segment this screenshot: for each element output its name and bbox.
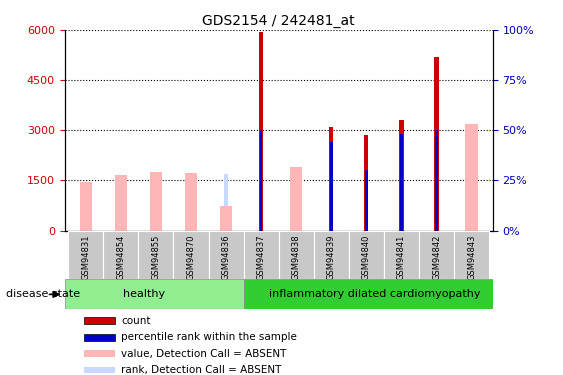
Text: GSM94831: GSM94831 bbox=[81, 234, 90, 280]
Bar bbox=[279, 231, 314, 279]
Bar bbox=[115, 176, 127, 231]
Bar bbox=[314, 231, 349, 279]
Bar bbox=[84, 334, 115, 340]
Bar bbox=[84, 318, 115, 324]
Bar bbox=[259, 32, 263, 231]
Bar bbox=[84, 367, 115, 374]
Text: value, Detection Call = ABSENT: value, Detection Call = ABSENT bbox=[121, 349, 287, 358]
Text: rank, Detection Call = ABSENT: rank, Detection Call = ABSENT bbox=[121, 365, 282, 375]
Text: GSM94843: GSM94843 bbox=[467, 234, 476, 280]
Bar bbox=[68, 231, 104, 279]
Title: GDS2154 / 242481_at: GDS2154 / 242481_at bbox=[202, 13, 355, 28]
Bar bbox=[294, 174, 298, 231]
Text: disease state: disease state bbox=[6, 290, 80, 299]
Bar bbox=[349, 231, 384, 279]
Bar bbox=[65, 279, 244, 309]
Bar bbox=[419, 231, 454, 279]
Bar bbox=[150, 172, 162, 231]
Text: GSM94854: GSM94854 bbox=[117, 234, 126, 280]
Bar bbox=[329, 127, 333, 231]
Bar bbox=[400, 134, 403, 231]
Bar bbox=[138, 231, 173, 279]
Bar bbox=[435, 57, 439, 231]
Bar bbox=[79, 182, 92, 231]
Text: GSM94836: GSM94836 bbox=[222, 234, 231, 280]
Text: GSM94840: GSM94840 bbox=[362, 234, 371, 280]
Text: GSM94839: GSM94839 bbox=[327, 234, 336, 280]
Text: GSM94870: GSM94870 bbox=[186, 234, 195, 280]
Bar bbox=[173, 231, 208, 279]
Bar bbox=[260, 130, 262, 231]
Text: GSM94855: GSM94855 bbox=[151, 234, 160, 280]
Bar bbox=[466, 124, 478, 231]
Bar bbox=[365, 170, 368, 231]
Bar bbox=[244, 279, 507, 309]
Text: GSM94841: GSM94841 bbox=[397, 234, 406, 280]
Bar bbox=[330, 142, 333, 231]
Text: GSM94842: GSM94842 bbox=[432, 234, 441, 280]
Bar bbox=[384, 231, 419, 279]
Bar bbox=[470, 142, 473, 231]
Text: healthy: healthy bbox=[123, 290, 165, 299]
Bar bbox=[435, 130, 438, 231]
Bar bbox=[84, 350, 115, 357]
Bar bbox=[454, 231, 489, 279]
Bar bbox=[220, 206, 232, 231]
Bar bbox=[104, 231, 138, 279]
Bar bbox=[224, 174, 228, 231]
Text: inflammatory dilated cardiomyopathy: inflammatory dilated cardiomyopathy bbox=[269, 290, 481, 299]
Bar bbox=[208, 231, 244, 279]
Text: GSM94837: GSM94837 bbox=[257, 234, 266, 280]
Bar bbox=[290, 167, 302, 231]
Text: percentile rank within the sample: percentile rank within the sample bbox=[121, 332, 297, 342]
Bar bbox=[399, 120, 404, 231]
Bar bbox=[244, 231, 279, 279]
Bar bbox=[185, 173, 197, 231]
Bar bbox=[364, 135, 368, 231]
Text: GSM94838: GSM94838 bbox=[292, 234, 301, 280]
Text: count: count bbox=[121, 316, 151, 326]
